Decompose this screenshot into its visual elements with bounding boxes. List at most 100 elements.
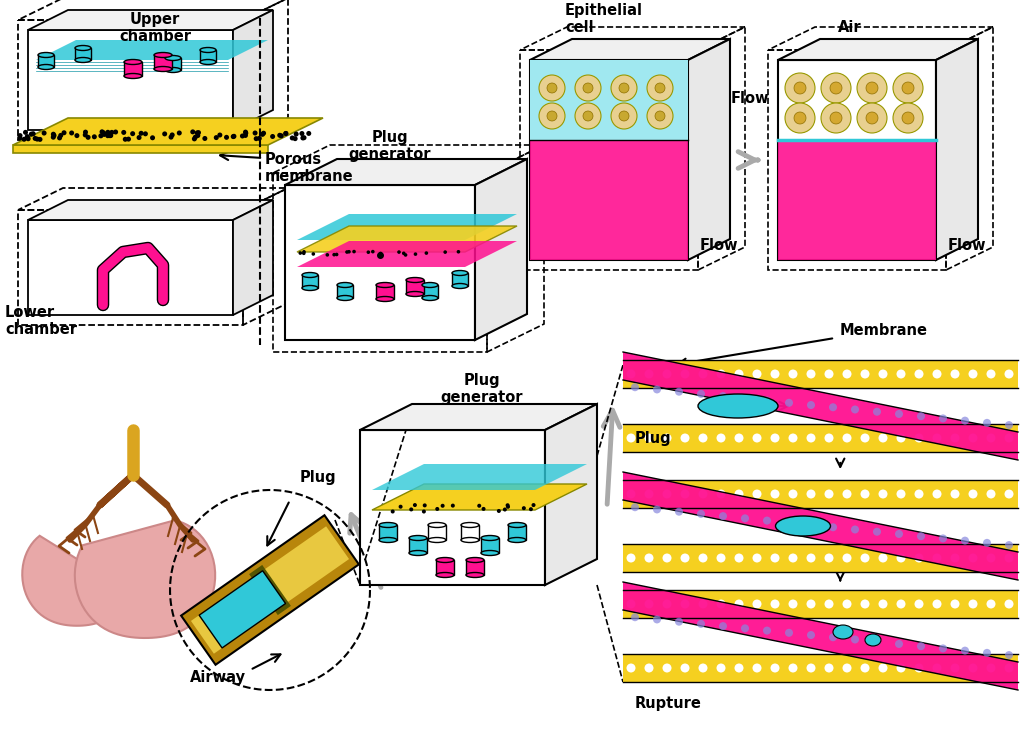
Circle shape [423,503,427,507]
Polygon shape [372,464,587,490]
Circle shape [663,553,672,562]
Circle shape [244,131,248,135]
Circle shape [950,370,959,379]
Circle shape [443,251,447,254]
Circle shape [260,132,265,137]
Polygon shape [623,360,1018,388]
Circle shape [824,434,834,442]
Circle shape [136,135,141,140]
Circle shape [170,132,175,137]
Circle shape [807,490,815,498]
Circle shape [653,615,662,623]
Circle shape [763,517,771,525]
Circle shape [879,553,888,562]
Circle shape [254,136,259,141]
Polygon shape [475,159,527,340]
Circle shape [824,370,834,379]
Circle shape [243,133,248,138]
Circle shape [857,73,887,103]
Text: Upper
chamber: Upper chamber [119,12,191,44]
Polygon shape [623,352,1018,460]
Circle shape [896,664,905,673]
Bar [124,62,142,76]
Circle shape [284,131,289,136]
Circle shape [17,135,23,140]
Circle shape [986,370,995,379]
Circle shape [583,111,593,121]
Bar [406,280,424,294]
Circle shape [644,370,653,379]
Ellipse shape [409,551,427,556]
Circle shape [398,505,402,509]
Circle shape [243,129,248,135]
Text: Lower
chamber: Lower chamber [5,305,77,337]
Circle shape [1005,600,1014,609]
Polygon shape [688,39,730,260]
Circle shape [108,133,113,138]
Circle shape [33,136,38,141]
Polygon shape [285,185,475,340]
Circle shape [770,434,779,442]
Circle shape [918,412,925,420]
Circle shape [51,132,56,137]
Circle shape [121,130,126,135]
Circle shape [763,626,771,634]
Polygon shape [36,40,268,60]
Circle shape [655,83,665,93]
Ellipse shape [337,282,353,287]
Circle shape [123,137,128,142]
Polygon shape [778,39,978,60]
Circle shape [807,401,815,409]
Circle shape [824,600,834,609]
Circle shape [397,250,400,254]
Ellipse shape [481,536,499,540]
Circle shape [829,523,837,531]
Circle shape [83,132,88,137]
Circle shape [300,135,305,140]
Circle shape [151,135,155,140]
Bar [461,525,479,540]
Circle shape [333,253,336,257]
Circle shape [440,503,444,508]
Circle shape [230,134,236,139]
Circle shape [57,135,62,140]
Circle shape [950,553,959,562]
Circle shape [169,135,173,140]
Circle shape [879,600,888,609]
Circle shape [347,250,351,254]
Circle shape [435,507,439,511]
Circle shape [969,370,978,379]
Polygon shape [372,484,587,510]
Circle shape [770,490,779,498]
Circle shape [109,133,114,138]
Circle shape [879,434,888,442]
Circle shape [717,553,725,562]
Ellipse shape [302,273,318,278]
Ellipse shape [376,282,394,287]
Circle shape [788,370,798,379]
Circle shape [506,503,510,507]
Circle shape [130,131,135,136]
Circle shape [681,370,689,379]
Circle shape [647,75,673,101]
Circle shape [896,600,905,609]
Circle shape [655,111,665,121]
Polygon shape [233,200,273,315]
Circle shape [61,130,67,135]
Circle shape [698,600,708,609]
Circle shape [860,434,869,442]
Ellipse shape [436,573,454,578]
Ellipse shape [302,285,318,290]
Circle shape [1005,664,1014,673]
Circle shape [681,664,689,673]
Circle shape [950,664,959,673]
Circle shape [860,600,869,609]
Ellipse shape [337,295,353,301]
Polygon shape [23,536,129,625]
Polygon shape [623,480,1018,508]
Circle shape [193,135,198,140]
Circle shape [785,73,815,103]
Circle shape [807,521,815,529]
Text: Flow: Flow [700,237,738,253]
Ellipse shape [406,292,424,296]
